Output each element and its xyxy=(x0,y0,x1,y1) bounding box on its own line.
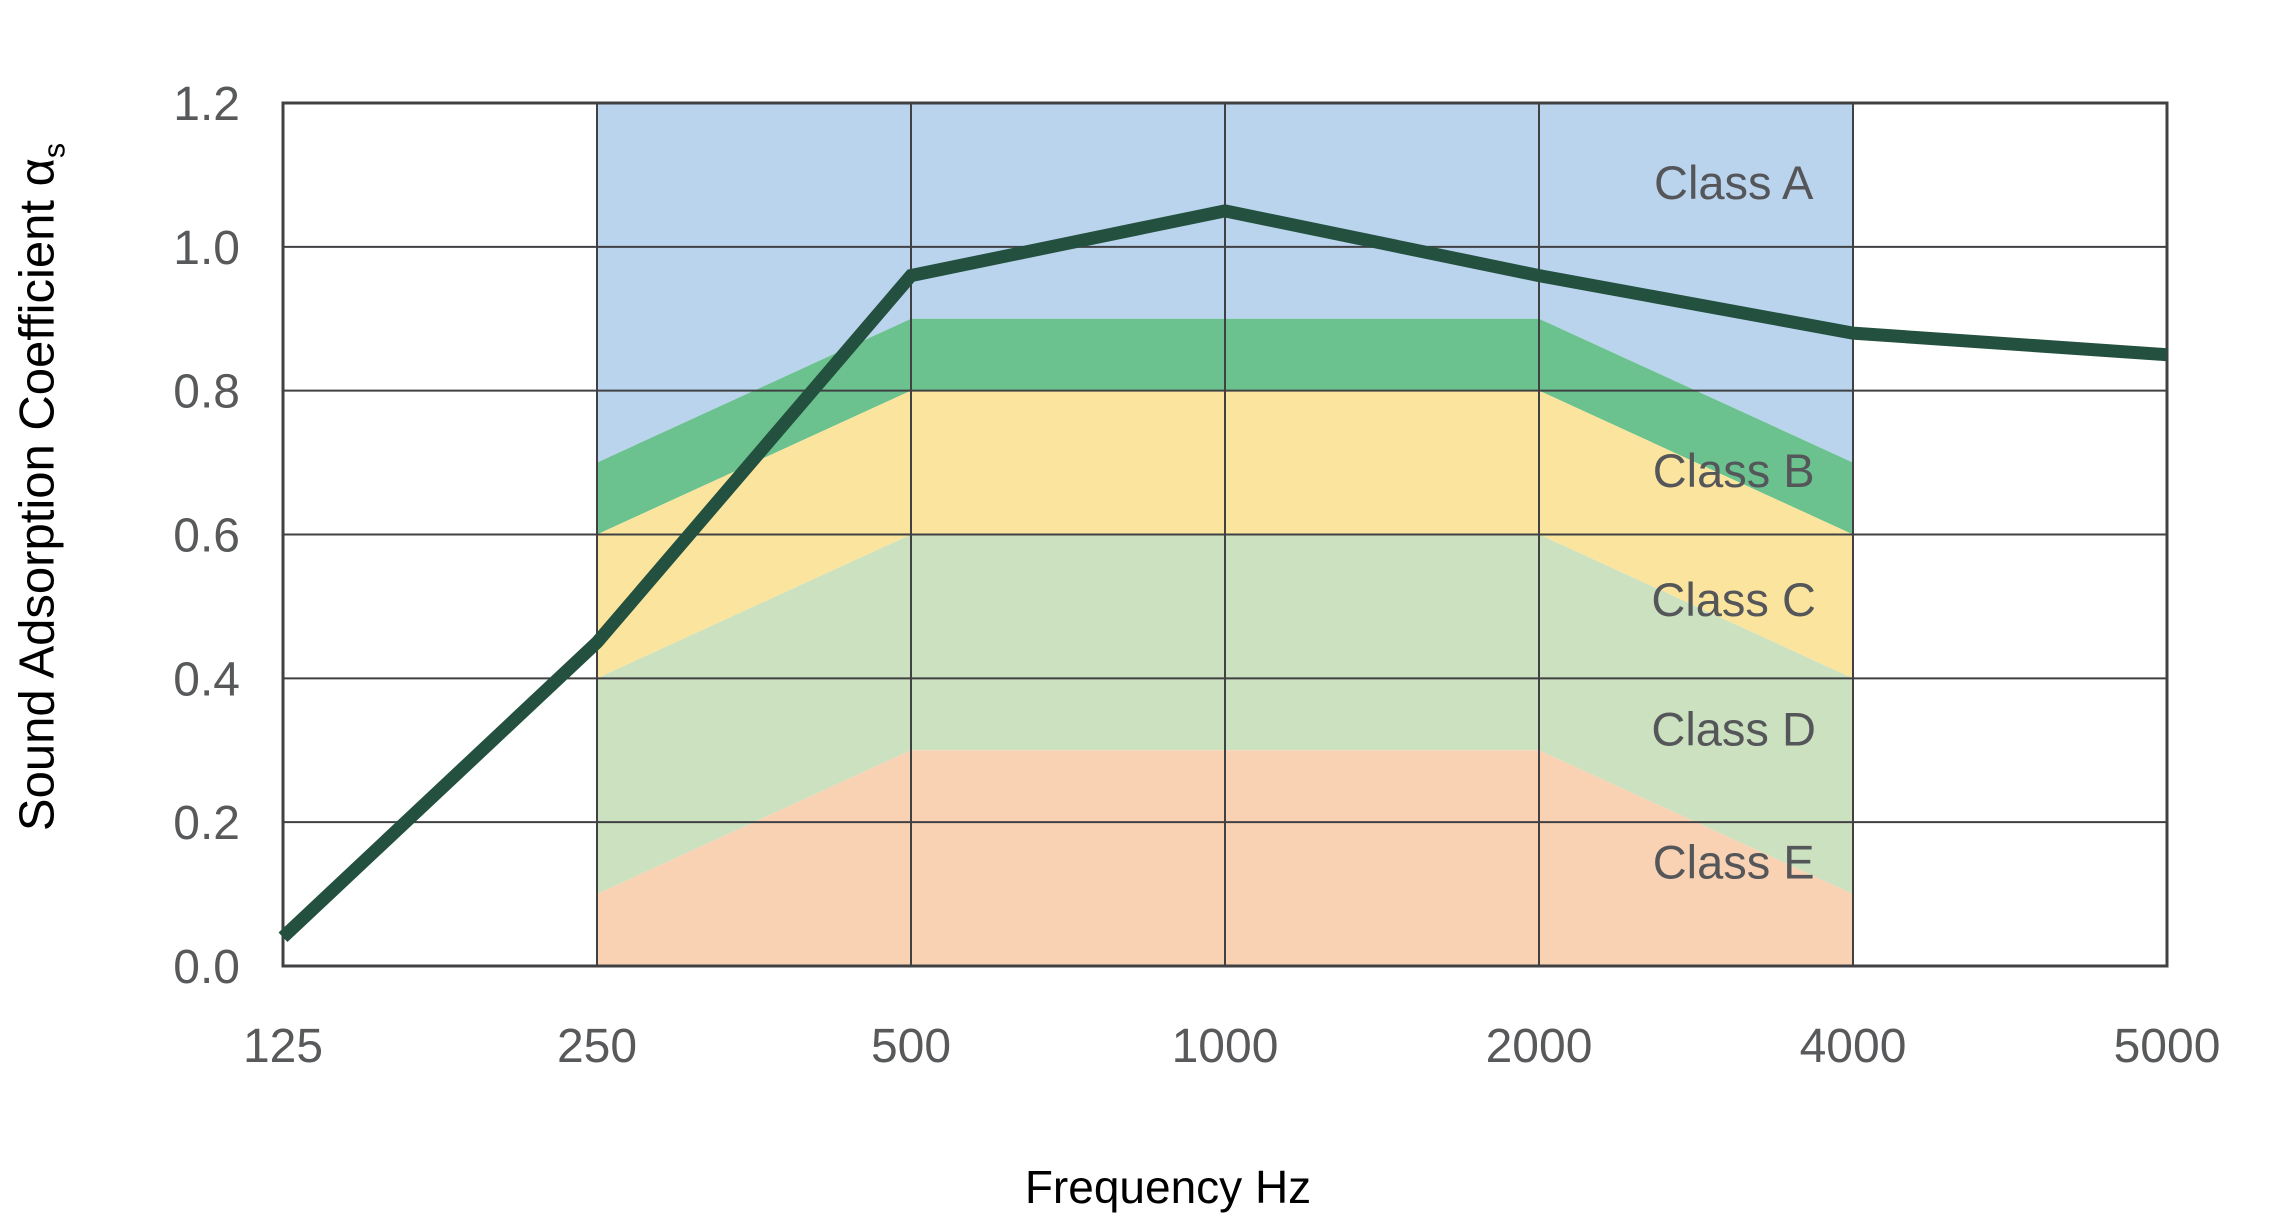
y-tick-label-0.8: 0.8 xyxy=(173,366,240,419)
y-tick-label-0.4: 0.4 xyxy=(173,653,240,706)
y-tick-label-0.0: 0.0 xyxy=(173,941,240,994)
x-tick-label-250: 250 xyxy=(557,1020,637,1073)
y-tick-label-0.6: 0.6 xyxy=(173,510,240,563)
band-label-class-d: Class D xyxy=(1651,703,1816,756)
plot-border xyxy=(281,101,2169,968)
band-label-class-a: Class A xyxy=(1654,156,1814,209)
x-tick-label-125: 125 xyxy=(243,1020,323,1073)
x-tick-label-500: 500 xyxy=(871,1020,951,1073)
y-tick-label-1.0: 1.0 xyxy=(173,222,240,275)
x-tick-label-2000: 2000 xyxy=(1486,1020,1593,1073)
series-sound-absorption-curve xyxy=(278,204,2168,942)
y-axis-title: Sound Adsorption Coefficient αs xyxy=(10,143,73,831)
x-tick-label-5000: 5000 xyxy=(2114,1020,2221,1073)
y-axis-title-subscript: s xyxy=(37,142,72,159)
y-axis-title-text: Sound Adsorption Coefficient α xyxy=(10,158,65,832)
x-tick-label-1000: 1000 xyxy=(1172,1020,1279,1073)
band-label-class-e: Class E xyxy=(1653,836,1815,889)
x-tick-label-4000: 4000 xyxy=(1800,1020,1907,1073)
band-label-class-b: Class B xyxy=(1653,444,1815,497)
y-tick-label-0.2: 0.2 xyxy=(173,797,240,850)
x-axis-title: Frequency Hz xyxy=(1024,1161,1312,1213)
band-label-class-c: Class C xyxy=(1651,573,1816,626)
y-tick-label-1.2: 1.2 xyxy=(173,78,240,131)
